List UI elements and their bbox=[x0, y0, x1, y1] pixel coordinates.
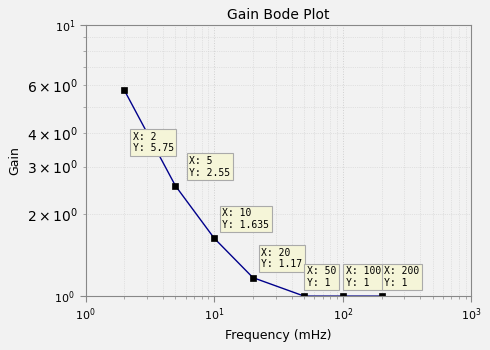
Text: X: 2
Y: 5.75: X: 2 Y: 5.75 bbox=[133, 132, 174, 153]
Text: X: 5
Y: 2.55: X: 5 Y: 2.55 bbox=[189, 156, 230, 177]
Text: X: 50
Y: 1: X: 50 Y: 1 bbox=[307, 266, 336, 288]
Text: X: 10
Y: 1.635: X: 10 Y: 1.635 bbox=[222, 208, 270, 230]
Text: X: 200
Y: 1: X: 200 Y: 1 bbox=[384, 266, 419, 288]
Y-axis label: Gain: Gain bbox=[8, 146, 22, 175]
Text: X: 100
Y: 1: X: 100 Y: 1 bbox=[345, 266, 381, 288]
X-axis label: Frequency (mHz): Frequency (mHz) bbox=[225, 329, 332, 342]
Text: X: 20
Y: 1.17: X: 20 Y: 1.17 bbox=[261, 248, 302, 269]
Title: Gain Bode Plot: Gain Bode Plot bbox=[227, 8, 330, 22]
